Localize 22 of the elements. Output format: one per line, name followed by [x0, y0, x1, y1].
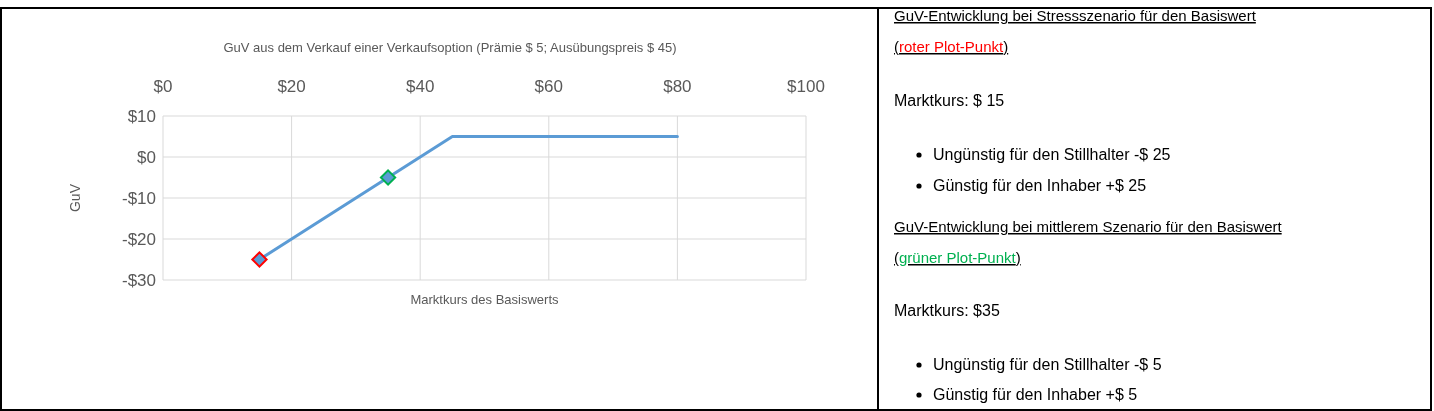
x-tick-label: $20	[277, 77, 306, 96]
text: GuV-Entwicklung bei Stressszenario für den Basiswert (roter Plot-Punkt)	[894, 7, 1257, 55]
x-tick-label: $80	[663, 77, 692, 96]
y-tick-label: -$10	[121, 189, 156, 208]
x-tick-label: $100	[787, 77, 825, 96]
text: Günstig für den Inhaber +$ 5	[933, 386, 1138, 403]
x-tick-label: $40	[406, 77, 435, 96]
text: Marktkurs: $ 15	[894, 92, 1005, 109]
text: GuV-Entwicklung bei mittlerem Szenario für den Basiswert (grüner Plot-Punkt)	[894, 218, 1283, 266]
x-tick-label: $0	[153, 77, 173, 96]
y-axis-title: GuV	[67, 183, 83, 213]
y-tick-label: -$20	[121, 230, 156, 249]
text: Günstig für den Inhaber +$ 25	[933, 177, 1147, 194]
text: Marktkurs: $35	[894, 302, 1000, 319]
text: Ungünstig für den Stillhalter -$ 5	[933, 356, 1162, 373]
chart-title: GuV aus dem Verkauf einer Verkaufsoption (Prämie $ 5; Ausübungspreis $ 45)	[223, 40, 677, 55]
x-axis-title: Marktkurs des Basiswerts	[410, 292, 560, 307]
y-tick-label: $10	[127, 107, 156, 126]
y-tick-label: $0	[137, 148, 156, 167]
text: Ungünstig für den Stillhalter -$ 25	[933, 146, 1171, 163]
y-tick-label: -$30	[121, 271, 156, 290]
x-tick-label: $60	[534, 77, 563, 96]
